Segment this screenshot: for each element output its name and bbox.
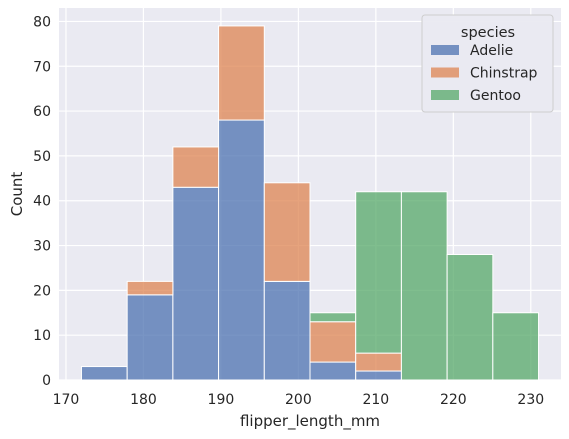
y-tick-label: 80 (33, 14, 51, 30)
bar-adelie (309, 361, 357, 381)
x-tick-label: 200 (285, 392, 312, 408)
legend-swatch-chinstrap (431, 67, 459, 78)
legend: species Adelie Chinstrap Gentoo (421, 14, 554, 113)
bar-gentoo (355, 191, 402, 354)
bar-gentoo (400, 191, 448, 381)
legend-box (421, 14, 554, 113)
bar-chinstrap (263, 182, 311, 282)
bar-chinstrap (218, 25, 265, 121)
legend-swatch-adelie (431, 45, 459, 55)
y-tick-labels: 0 10 20 30 40 50 60 70 80 (33, 14, 51, 389)
bar-adelie (263, 280, 311, 381)
x-axis-label: flipper_length_mm (240, 412, 380, 431)
x-tick-label: 220 (440, 392, 467, 408)
x-tick-label: 170 (53, 392, 80, 408)
y-tick-label: 30 (33, 239, 51, 255)
x-tick-label: 190 (208, 392, 235, 408)
bar-chinstrap (309, 321, 357, 363)
x-tick-label: 210 (362, 392, 389, 408)
y-tick-label: 70 (33, 59, 51, 75)
bar-chinstrap (172, 146, 220, 188)
x-tick-label: 230 (517, 392, 544, 408)
legend-title: species (461, 25, 515, 41)
bar-adelie (355, 370, 402, 381)
bar-adelie (126, 294, 174, 381)
legend-items: Adelie Chinstrap Gentoo (431, 43, 538, 104)
legend-label-chinstrap: Chinstrap (470, 66, 538, 82)
bar-adelie (80, 366, 128, 381)
bar-gentoo (492, 312, 540, 381)
y-tick-label: 50 (33, 149, 51, 165)
bar-gentoo (309, 312, 357, 323)
y-tick-label: 60 (33, 104, 51, 120)
y-tick-label: 20 (33, 283, 51, 299)
y-tick-label: 40 (33, 194, 51, 210)
legend-label-adelie: Adelie (470, 43, 513, 59)
y-tick-label: 10 (33, 328, 51, 344)
bar-chinstrap (126, 280, 174, 296)
y-tick-label: 0 (42, 373, 51, 389)
bar-adelie (218, 119, 265, 381)
bar-gentoo (446, 254, 494, 381)
bar-adelie (172, 186, 220, 381)
y-axis-label: Count (8, 172, 26, 217)
x-tick-labels: 170 180 190 200 210 220 230 (53, 392, 545, 408)
bar-chinstrap (355, 352, 402, 372)
legend-label-gentoo: Gentoo (470, 88, 521, 104)
x-tick-label: 180 (130, 392, 157, 408)
legend-swatch-gentoo (431, 90, 459, 100)
bars (80, 25, 540, 381)
